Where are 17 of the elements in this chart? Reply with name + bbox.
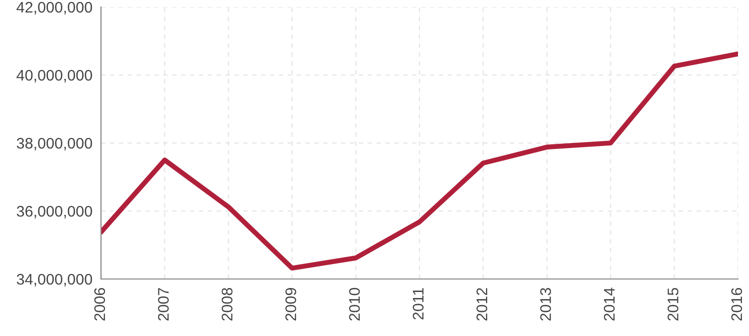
x-tick-label: 2006 <box>94 288 106 321</box>
x-tick-label: 2010 <box>349 288 360 321</box>
y-tick-label: 40,000,000 <box>16 70 92 82</box>
x-tick-label: 2014 <box>604 288 615 321</box>
x-tick-label: 2012 <box>476 288 488 321</box>
x-tick-label: 2011 <box>412 288 424 320</box>
x-tick-label: 2013 <box>540 288 551 321</box>
x-tick-label: 2009 <box>285 288 296 321</box>
y-tick-label: 42,000,000 <box>16 2 92 14</box>
x-tick-label: 2007 <box>158 288 169 321</box>
line-series <box>101 51 738 271</box>
y-tick-label: 34,000,000 <box>16 274 92 286</box>
y-tick-label: 36,000,000 <box>16 206 92 218</box>
x-tick-label: 2016 <box>731 288 742 321</box>
x-tick-label: 2008 <box>222 288 232 321</box>
x-tick-label: 2015 <box>668 288 678 321</box>
y-tick-label: 38,000,000 <box>16 138 92 150</box>
